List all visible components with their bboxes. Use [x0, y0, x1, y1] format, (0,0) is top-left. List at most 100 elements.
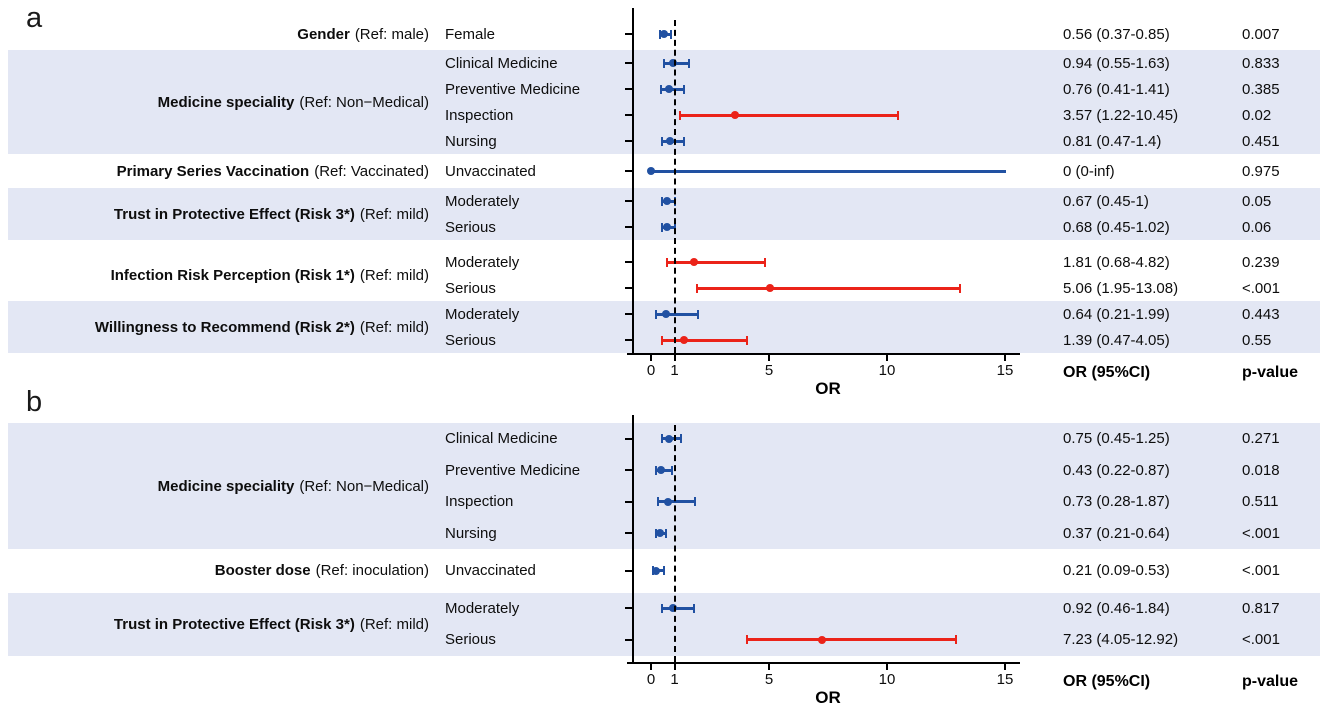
row-axis-tick	[625, 532, 632, 535]
factor-group: Trust in Protective Effect (Risk 3*) (Ref…	[8, 188, 1320, 240]
x-axis-tick	[673, 664, 676, 670]
factor-name: Medicine speciality	[157, 477, 295, 495]
or-ci-value: 1.39 (0.47-4.05)	[1063, 331, 1170, 349]
group-rows: Unvaccinated 0.21 (0.09-0.53) <.001	[435, 555, 1320, 587]
p-value: <.001	[1242, 562, 1280, 580]
forest-row: Serious 7.23 (4.05-12.92) <.001	[435, 624, 1320, 656]
or-ci-value: 0.21 (0.09-0.53)	[1063, 562, 1170, 580]
plot-cell	[625, 275, 1015, 301]
point-marker	[731, 111, 740, 119]
row-axis-tick	[625, 200, 632, 202]
level-label: Preventive Medicine	[445, 80, 581, 98]
group-rows: Female 0.56 (0.37-0.85) 0.007	[435, 21, 1320, 47]
factor-label: Primary Series Vaccination (Ref: Vaccinat…	[8, 158, 435, 184]
plot-cell	[625, 214, 1015, 240]
factor-group: Medicine speciality (Ref: Non−Medical) Cli…	[8, 423, 1320, 549]
row-axis-tick	[625, 88, 632, 90]
factor-name: Gender	[297, 25, 350, 43]
p-value: 0.55	[1242, 331, 1272, 349]
plot-cell	[625, 486, 1015, 518]
ci-cap-high	[673, 196, 676, 206]
or-ci-value: 0.68 (0.45-1.02)	[1063, 218, 1170, 236]
level-label: Female	[445, 25, 496, 43]
point-marker	[668, 604, 677, 613]
forest-row: Serious 5.06 (1.95-13.08) <.001	[435, 275, 1320, 301]
p-value: 0.511	[1242, 493, 1279, 511]
factor-reference: (Ref: Non−Medical)	[299, 477, 429, 495]
x-axis-title: OR	[815, 688, 841, 706]
x-axis-tick-label: 1	[670, 362, 679, 379]
or-ci-column-header: OR (95%CI)	[1063, 364, 1151, 381]
ci-cap-high	[670, 465, 673, 475]
point-marker	[657, 466, 666, 475]
ci-cap-high	[693, 603, 696, 613]
factor-group: Gender (Ref: male) Female 0.56 (0.37-0.85) 0…	[8, 16, 1320, 50]
row-axis-tick	[625, 313, 632, 315]
row-axis-tick	[625, 638, 632, 641]
or-ci-value: 0.56 (0.37-0.85)	[1063, 25, 1170, 43]
point-marker	[689, 258, 698, 266]
ci-cap-high	[954, 635, 957, 645]
or-ci-value: 0.92 (0.46-1.84)	[1063, 599, 1170, 617]
factor-group: Willingness to Recommend (Risk 2*) (Ref: …	[8, 301, 1320, 353]
point-marker	[663, 223, 672, 231]
plot-cell	[625, 327, 1015, 353]
p-value: 0.239	[1242, 253, 1280, 271]
forest-row: Serious 0.68 (0.45-1.02) 0.06	[435, 214, 1320, 240]
ci-cap-low	[654, 309, 657, 319]
point-marker	[669, 59, 678, 67]
row-axis-tick	[625, 226, 632, 228]
plot-cell	[625, 188, 1015, 214]
p-value: 0.385	[1242, 80, 1280, 98]
row-axis-tick	[625, 140, 632, 142]
forest-row: Preventive Medicine 0.43 (0.22-0.87) 0.018	[435, 455, 1320, 487]
x-axis-tick	[886, 355, 888, 361]
point-marker	[662, 310, 671, 318]
plot-cell	[625, 102, 1015, 128]
or-ci-value: 0 (0-inf)	[1063, 162, 1115, 180]
or-ci-value: 7.23 (4.05-12.92)	[1063, 631, 1179, 649]
or-ci-value: 1.81 (0.68-4.82)	[1063, 253, 1170, 271]
p-value: 0.271	[1242, 430, 1280, 448]
ci-cap-high	[763, 257, 766, 267]
factor-reference: (Ref: mild)	[359, 205, 429, 223]
forest-row: Female 0.56 (0.37-0.85) 0.007	[435, 21, 1320, 47]
x-axis-tick	[1004, 664, 1006, 670]
point-marker	[666, 137, 675, 145]
level-label: Nursing	[445, 524, 497, 542]
or-ci-column-header: OR (95%CI)	[1063, 673, 1151, 690]
p-value: 0.06	[1242, 218, 1272, 236]
x-axis-tick	[673, 355, 676, 361]
row-axis-tick	[625, 607, 632, 610]
ci-cap-low	[658, 29, 661, 39]
x-axis-line	[627, 353, 1020, 355]
ci-cap-low	[660, 196, 663, 206]
factor-reference: (Ref: mild)	[359, 615, 429, 633]
panel-a: a Gender (Ref: male) Female 0.56 (0.37-0.85…	[8, 4, 1320, 398]
ci-cap-high	[688, 58, 691, 68]
panel-b-letter: b	[26, 386, 43, 418]
or-ci-value: 0.75 (0.45-1.25)	[1063, 430, 1170, 448]
forest-row: Moderately 0.92 (0.46-1.84) 0.817	[435, 593, 1320, 625]
ci-cap-low	[745, 635, 748, 645]
factor-label: Willingness to Recommend (Risk 2*) (Ref: …	[8, 301, 435, 353]
factor-name: Trust in Protective Effect (Risk 3*)	[113, 615, 355, 633]
plot-cell	[625, 128, 1015, 154]
row-axis-tick	[625, 62, 632, 64]
ci-bar	[651, 169, 1006, 173]
level-label: Moderately	[445, 599, 520, 617]
factor-name: Infection Risk Perception (Risk 1*)	[110, 266, 355, 284]
factor-label: Trust in Protective Effect (Risk 3*) (Ref…	[8, 188, 435, 240]
forest-row: Inspection 3.57 (1.22-10.45) 0.02	[435, 102, 1320, 128]
p-value: 0.05	[1242, 192, 1272, 210]
p-value: 0.975	[1242, 162, 1280, 180]
level-label: Unvaccinated	[445, 162, 536, 180]
ci-cap-low	[678, 110, 681, 120]
factor-reference: (Ref: inoculation)	[315, 562, 429, 580]
point-marker	[664, 434, 673, 443]
point-marker	[664, 85, 673, 93]
plot-cell	[625, 555, 1015, 587]
ci-cap-high	[745, 335, 748, 345]
p-value: <.001	[1242, 279, 1280, 297]
